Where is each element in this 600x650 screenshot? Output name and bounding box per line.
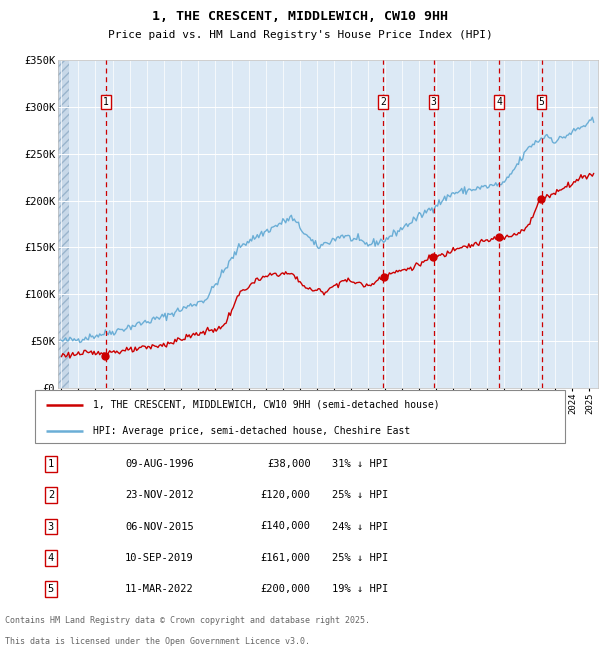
Text: HPI: Average price, semi-detached house, Cheshire East: HPI: Average price, semi-detached house,…	[94, 426, 410, 436]
Text: 11-MAR-2022: 11-MAR-2022	[125, 584, 194, 594]
Text: £161,000: £161,000	[260, 553, 311, 563]
Text: Price paid vs. HM Land Registry's House Price Index (HPI): Price paid vs. HM Land Registry's House …	[107, 30, 493, 40]
Text: 3: 3	[431, 97, 437, 107]
Text: £200,000: £200,000	[260, 584, 311, 594]
Text: 23-NOV-2012: 23-NOV-2012	[125, 490, 194, 500]
Text: 1, THE CRESCENT, MIDDLEWICH, CW10 9HH: 1, THE CRESCENT, MIDDLEWICH, CW10 9HH	[152, 10, 448, 23]
Text: 19% ↓ HPI: 19% ↓ HPI	[332, 584, 388, 594]
Text: 25% ↓ HPI: 25% ↓ HPI	[332, 490, 388, 500]
Text: 09-AUG-1996: 09-AUG-1996	[125, 459, 194, 469]
Text: 2: 2	[380, 97, 386, 107]
Text: 1: 1	[48, 459, 54, 469]
Text: 4: 4	[48, 553, 54, 563]
Text: 3: 3	[48, 521, 54, 532]
Text: 25% ↓ HPI: 25% ↓ HPI	[332, 553, 388, 563]
Text: This data is licensed under the Open Government Licence v3.0.: This data is licensed under the Open Gov…	[5, 636, 310, 645]
Text: £120,000: £120,000	[260, 490, 311, 500]
Text: 31% ↓ HPI: 31% ↓ HPI	[332, 459, 388, 469]
Text: 2: 2	[48, 490, 54, 500]
Text: 24% ↓ HPI: 24% ↓ HPI	[332, 521, 388, 532]
Text: 1, THE CRESCENT, MIDDLEWICH, CW10 9HH (semi-detached house): 1, THE CRESCENT, MIDDLEWICH, CW10 9HH (s…	[94, 400, 440, 410]
Text: 06-NOV-2015: 06-NOV-2015	[125, 521, 194, 532]
Text: Contains HM Land Registry data © Crown copyright and database right 2025.: Contains HM Land Registry data © Crown c…	[5, 616, 370, 625]
Text: £140,000: £140,000	[260, 521, 311, 532]
Text: 4: 4	[496, 97, 502, 107]
Text: 5: 5	[539, 97, 545, 107]
Text: 10-SEP-2019: 10-SEP-2019	[125, 553, 194, 563]
FancyBboxPatch shape	[35, 390, 565, 443]
Text: £38,000: £38,000	[267, 459, 311, 469]
Text: 5: 5	[48, 584, 54, 594]
Text: 1: 1	[103, 97, 109, 107]
